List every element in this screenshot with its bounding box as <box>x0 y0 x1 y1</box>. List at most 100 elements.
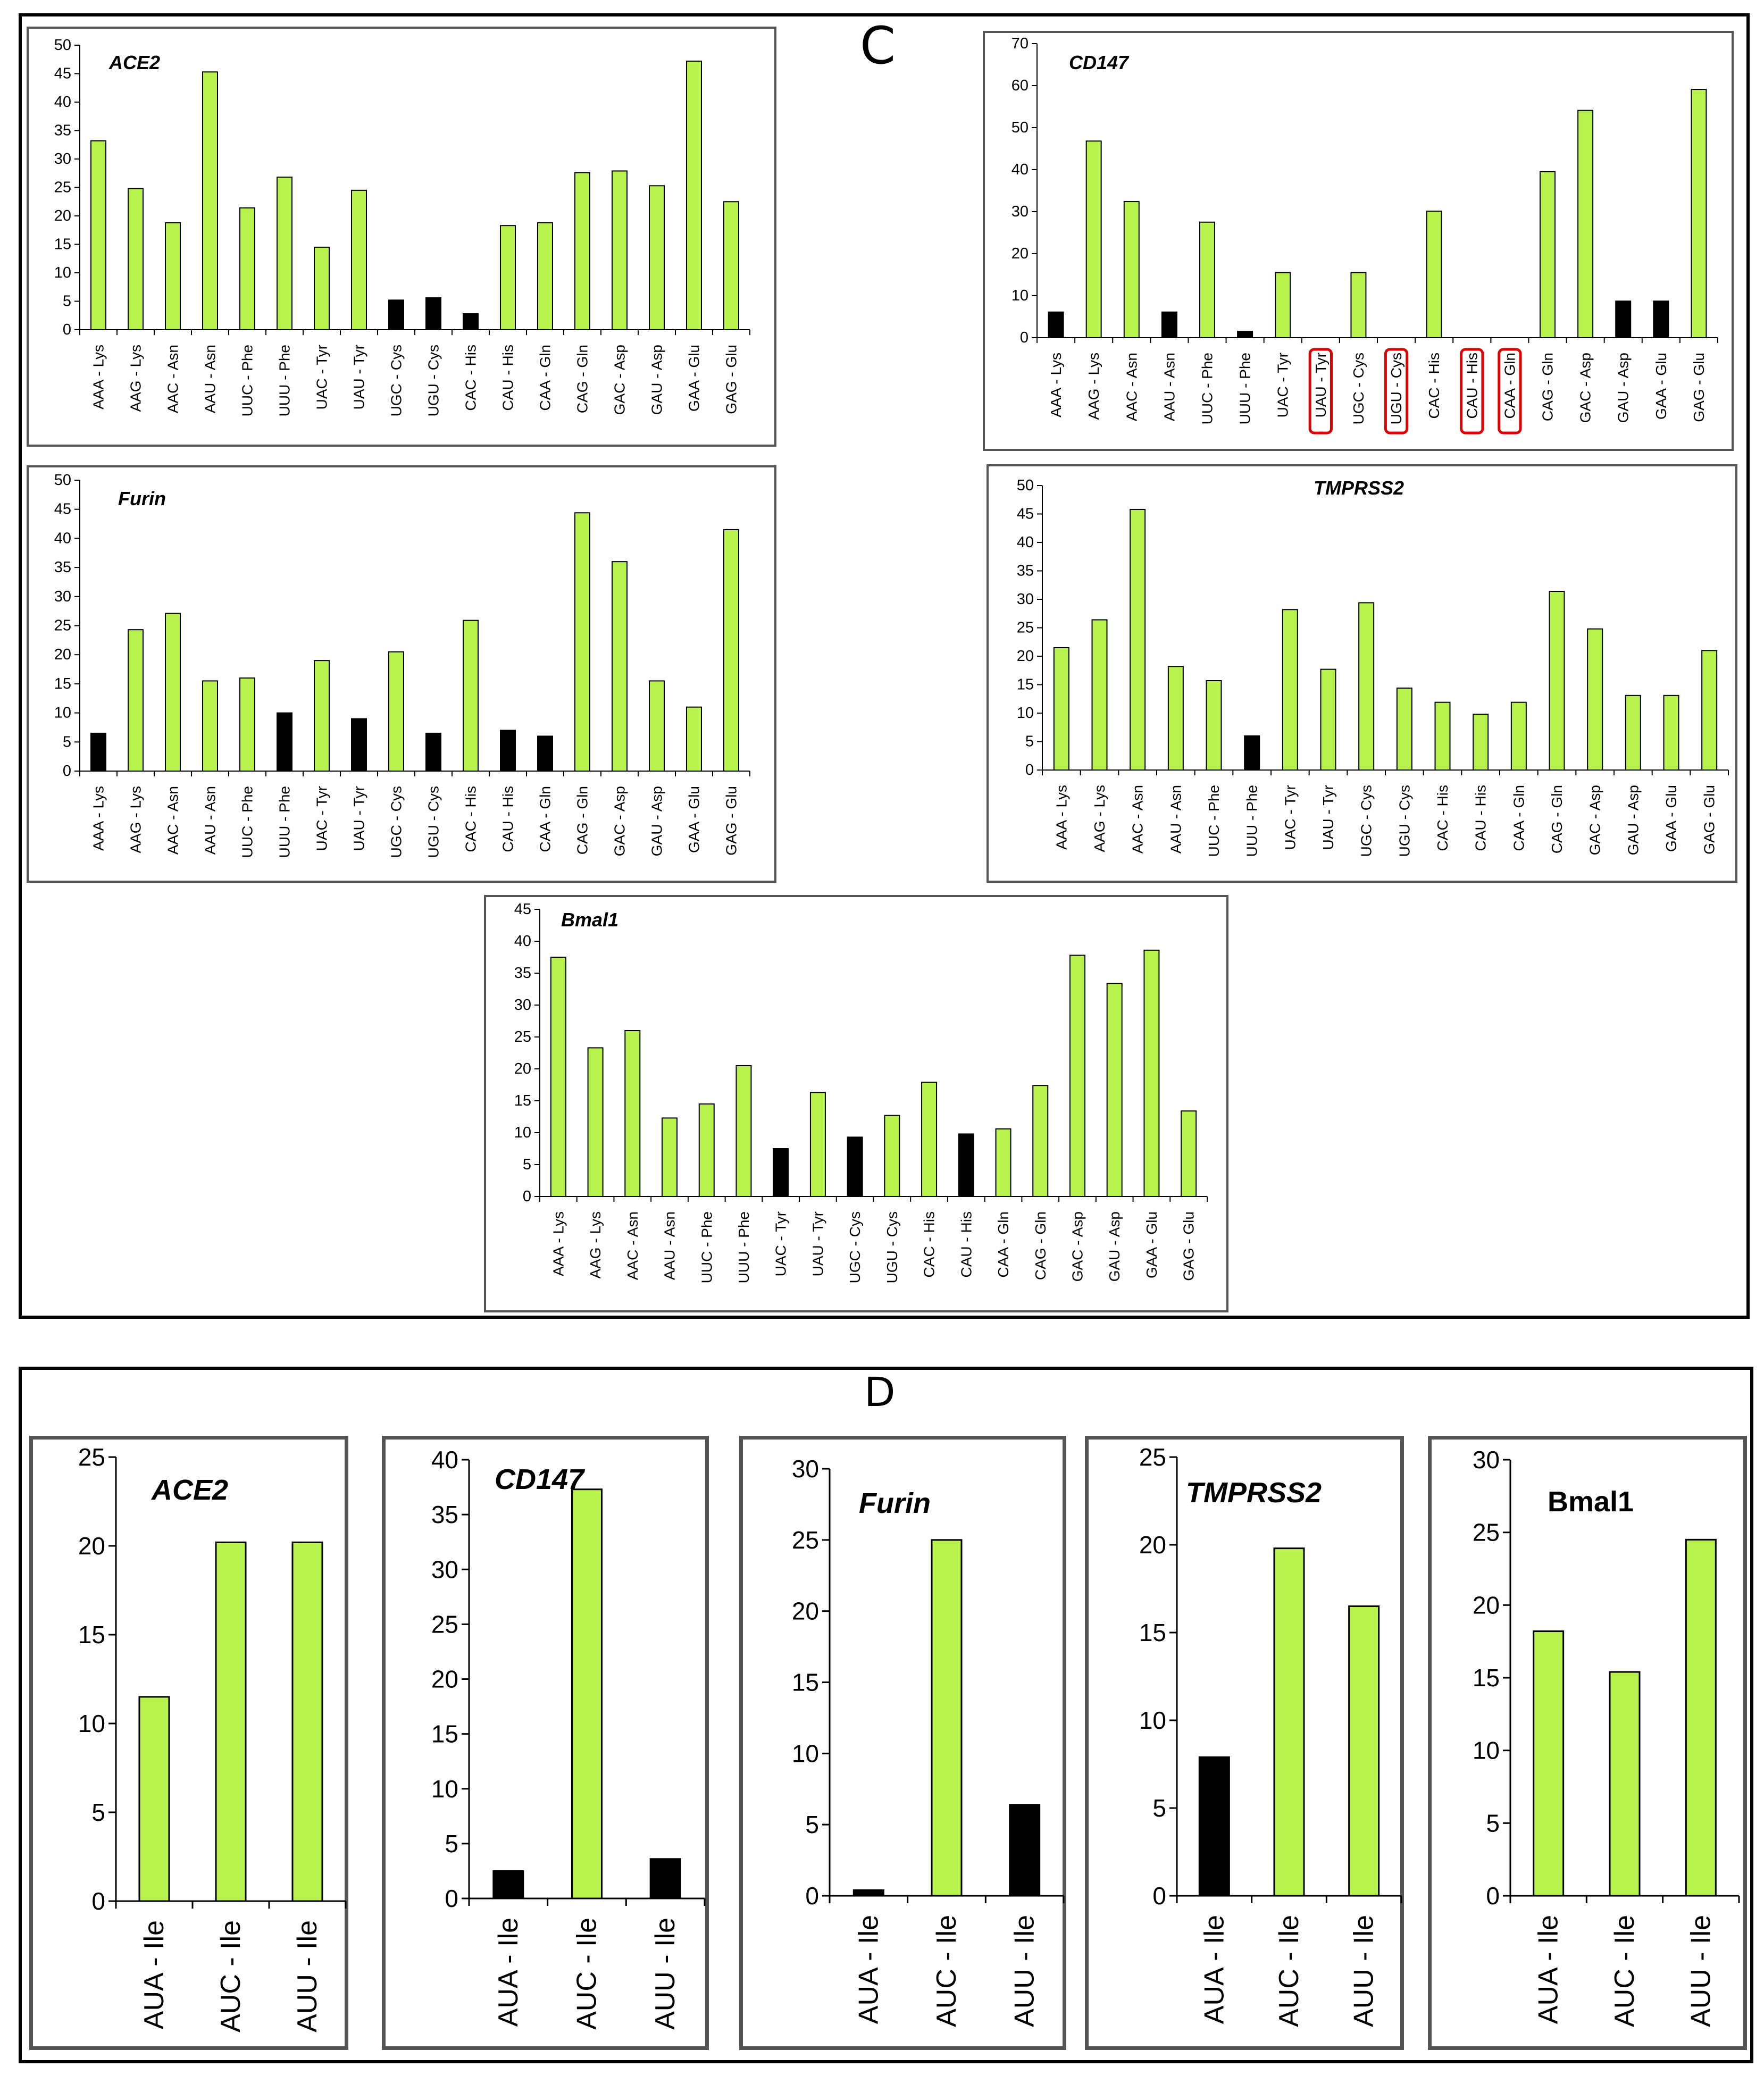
y-tick-label: 5 <box>1152 1794 1166 1822</box>
bar-gag-glu <box>1701 650 1718 771</box>
x-tick-label: AUC - Ile <box>572 1918 603 2030</box>
y-tick-label: 30 <box>1017 591 1034 608</box>
x-tick-label: GAU - Asp <box>1625 785 1641 855</box>
y-tick-label: 15 <box>792 1669 819 1696</box>
y-tick-label: 5 <box>1025 733 1034 750</box>
chart-c-ace2: 0 5 10 15 20 25 30 35 40 45 50 AAA - Lys AAG - Lys AA… <box>27 27 776 447</box>
y-tick-label: 30 <box>514 997 531 1014</box>
y-tick-label: 25 <box>1139 1443 1166 1471</box>
bar-cac-his <box>921 1082 938 1197</box>
bar-cag-gln <box>1540 171 1556 338</box>
x-tick-label: AUU - Ile <box>1009 1915 1040 2027</box>
x-tick-label: AAU - Asn <box>202 345 219 413</box>
bar-auu-ile <box>1009 1804 1041 1897</box>
x-tick-label: AUA - Ile <box>139 1920 170 2029</box>
y-tick-label: 60 <box>1011 77 1029 94</box>
chart-box <box>983 31 1734 451</box>
y-tick-label: 10 <box>54 264 71 281</box>
bar-gau-asp <box>1106 983 1123 1197</box>
bar-caa-gln <box>537 222 553 330</box>
bar-uuu-phe <box>1237 331 1253 339</box>
y-tick-label: 15 <box>431 1720 458 1748</box>
chart-title: ACE2 <box>108 52 160 73</box>
chart-d-ace2: 0 5 10 15 20 25 AUA - Ile AUC - Ile AUU - Ile ACE… <box>29 1436 348 2050</box>
x-tick-label: CAG - Gln <box>1032 1211 1049 1280</box>
bar-gau-asp <box>1625 695 1641 771</box>
x-tick-label: CAA - Gln <box>995 1211 1011 1277</box>
x-tick-label: UGU - Cys <box>1388 353 1404 424</box>
y-tick-label: 10 <box>1011 287 1029 304</box>
chart-d-tmprss2: 0 5 10 15 20 25 AUA - Ile AUC - Ile AUU - Ile TMP… <box>1085 1436 1404 2050</box>
x-tick-label: CAU - His <box>500 345 516 411</box>
y-tick-label: 25 <box>514 1028 531 1045</box>
chart-box <box>27 465 776 883</box>
y-tick-label: 20 <box>1473 1591 1500 1619</box>
y-tick-label: 35 <box>1017 563 1034 580</box>
bar-aac-asn <box>165 613 181 772</box>
y-tick-label: 0 <box>1152 1882 1166 1910</box>
x-tick-label: GAG - Glu <box>1701 785 1718 855</box>
x-tick-label: GAC - Asp <box>1577 353 1594 423</box>
x-tick-label: UUU - Phe <box>1244 785 1260 857</box>
chart-title: Furin <box>859 1487 931 1519</box>
bar-auc-ile <box>1273 1547 1305 1897</box>
x-tick-label: UUC - Phe <box>1206 785 1222 857</box>
y-tick-label: 0 <box>523 1188 531 1205</box>
bar-uuc-phe <box>1199 221 1215 338</box>
x-tick-label: UGC - Cys <box>1358 785 1375 857</box>
y-tick-label: 15 <box>54 675 71 692</box>
x-tick-label: AUU - Ile <box>1685 1915 1716 2027</box>
y-tick-label: 25 <box>792 1526 819 1554</box>
bar-uac-tyr <box>773 1148 789 1197</box>
y-tick-label: 45 <box>54 501 71 518</box>
highlight-box <box>1384 348 1409 434</box>
bar-uuc-phe <box>1206 680 1222 771</box>
chart-title: Bmal1 <box>1548 1486 1634 1518</box>
y-tick-label: 5 <box>63 293 71 310</box>
x-tick-label: AUA - Ile <box>1199 1915 1230 2024</box>
bar-aua-ile <box>138 1696 170 1902</box>
x-tick-label: GAA - Glu <box>686 345 703 412</box>
y-tick-label: 20 <box>1011 245 1029 262</box>
x-tick-label: CAU - His <box>500 786 516 852</box>
y-tick-label: 40 <box>1017 534 1034 551</box>
x-tick-label: AAU - Asn <box>662 1211 678 1280</box>
y-tick-label: 45 <box>514 901 531 918</box>
y-tick-label: 25 <box>431 1610 458 1638</box>
bar-cac-his <box>1434 701 1451 771</box>
y-tick-label: 20 <box>514 1060 531 1077</box>
x-tick-label: GAC - Asp <box>1069 1211 1085 1282</box>
chart-title: TMPRSS2 <box>1186 1477 1322 1509</box>
y-tick-label: 0 <box>91 1887 105 1915</box>
chart-title: Furin <box>118 488 166 509</box>
bar-gau-asp <box>649 185 665 330</box>
x-tick-label: GAU - Asp <box>1106 1211 1123 1282</box>
x-tick-label: AAA - Lys <box>550 1211 566 1276</box>
bar-aau-asn <box>202 680 218 772</box>
bar-gag-glu <box>1181 1110 1197 1197</box>
x-tick-label: GAA - Glu <box>1653 353 1669 420</box>
bar-gag-glu <box>723 201 739 330</box>
y-tick-label: 10 <box>1139 1706 1166 1734</box>
x-tick-label: AAG - Lys <box>1091 785 1108 852</box>
x-tick-label: AAC - Asn <box>1123 353 1140 421</box>
x-tick-label: UGC - Cys <box>388 786 405 858</box>
y-tick-label: 20 <box>54 646 71 663</box>
bar-cau-his <box>958 1133 974 1197</box>
y-tick-label: 40 <box>54 530 71 547</box>
bar-gac-asp <box>612 170 628 330</box>
y-tick-label: 40 <box>514 933 531 950</box>
bar-ugc-cys <box>388 651 404 772</box>
bar-aau-asn <box>1167 666 1184 771</box>
bar-uac-tyr <box>314 660 330 772</box>
bar-uuc-phe <box>239 207 255 330</box>
bar-ugu-cys <box>884 1115 900 1198</box>
bar-aac-asn <box>165 222 181 330</box>
x-tick-label: AUU - Ile <box>650 1918 681 2030</box>
x-tick-label: GAU - Asp <box>1615 353 1632 423</box>
bar-gaa-glu <box>1653 300 1669 339</box>
y-tick-label: 10 <box>514 1124 531 1141</box>
bar-aau-asn <box>202 71 218 330</box>
x-tick-label: AAU - Asn <box>1167 785 1184 854</box>
chart-box <box>29 1436 348 2050</box>
